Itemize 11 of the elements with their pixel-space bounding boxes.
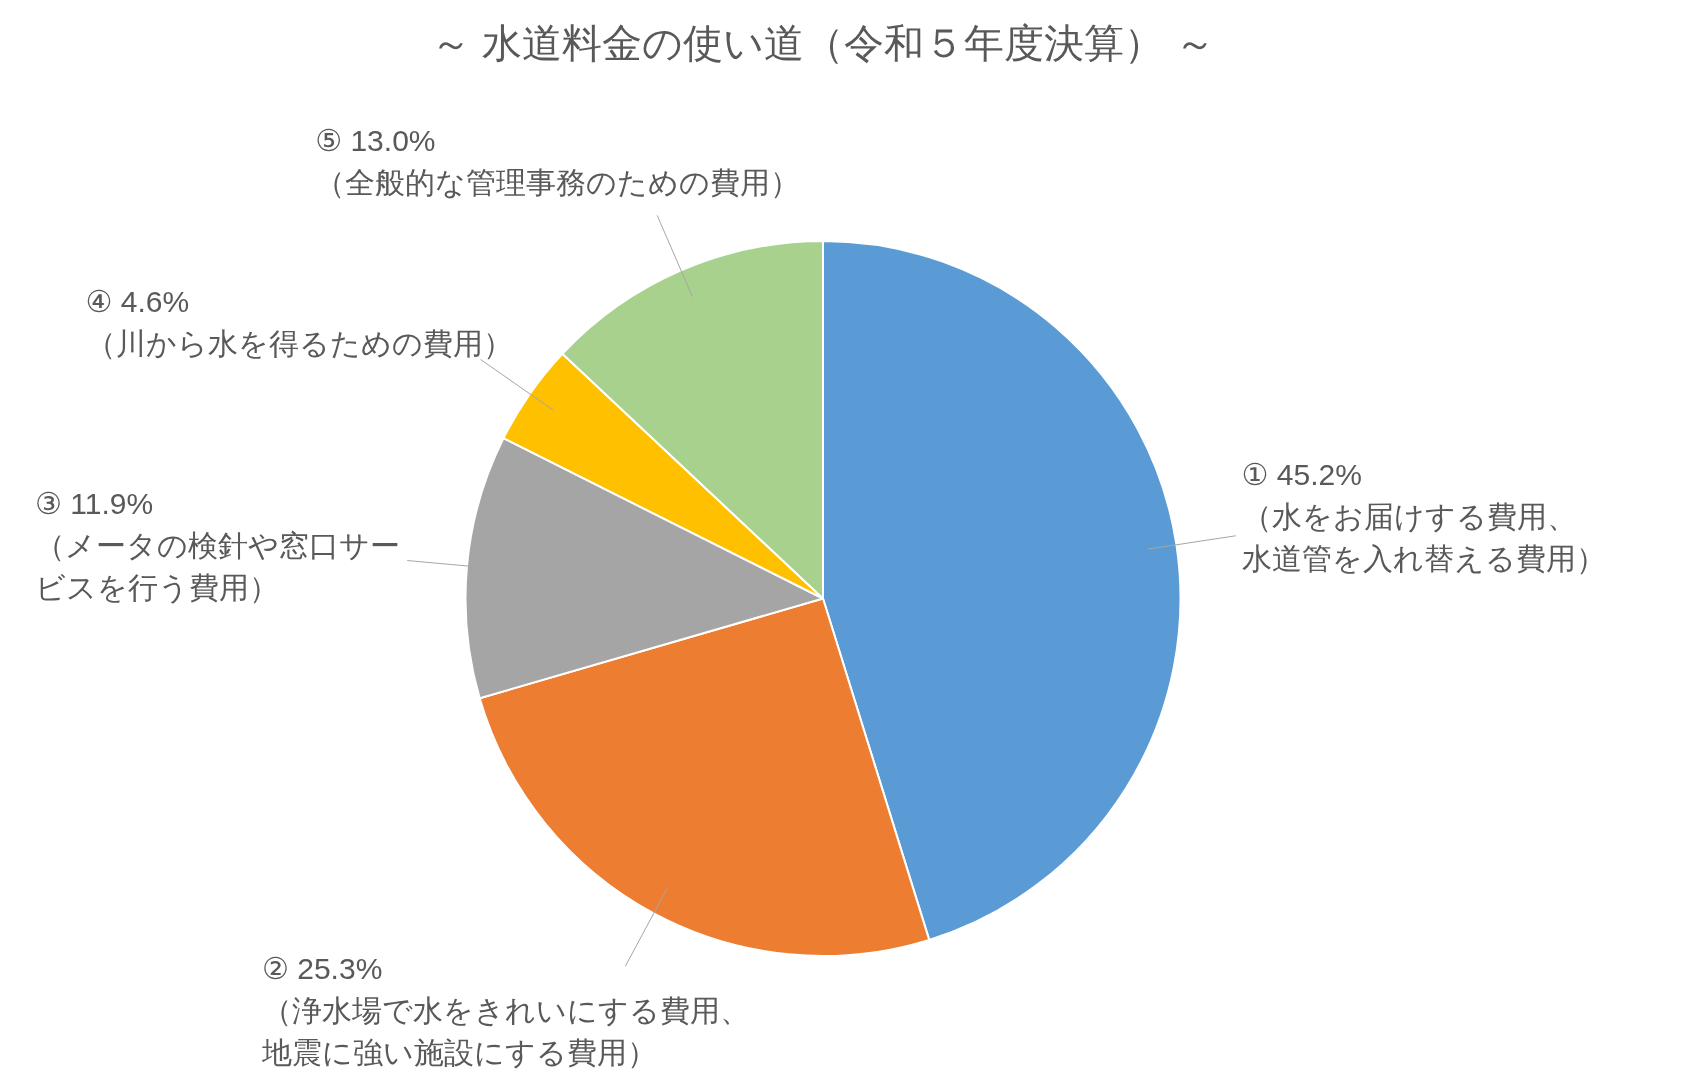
slice-label: （川から水を得るための費用）: [85, 327, 513, 361]
slice-label: （水をお届けする費用、水道管を入れ替える費用）: [1241, 500, 1606, 576]
slice-label: （全般的な管理事務のための費用）: [315, 165, 801, 199]
data-label: ② 25.3%: [262, 952, 383, 986]
data-label: ④ 4.6%: [85, 285, 190, 319]
slice-label: （メータの検針や窓口サービスを行う費用）: [35, 529, 401, 605]
data-label: ① 45.2%: [1241, 458, 1362, 492]
data-label: ⑤ 13.0%: [315, 123, 436, 157]
chart-title: ～ 水道料金の使い道（令和５年度決算） ～: [430, 21, 1216, 66]
data-label: ③ 11.9%: [35, 487, 154, 521]
slice-label: （浄水場で水をきれいにする費用、地震に強い施設にする費用）: [261, 994, 751, 1070]
